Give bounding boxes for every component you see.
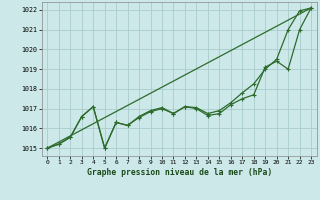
- X-axis label: Graphe pression niveau de la mer (hPa): Graphe pression niveau de la mer (hPa): [87, 168, 272, 177]
